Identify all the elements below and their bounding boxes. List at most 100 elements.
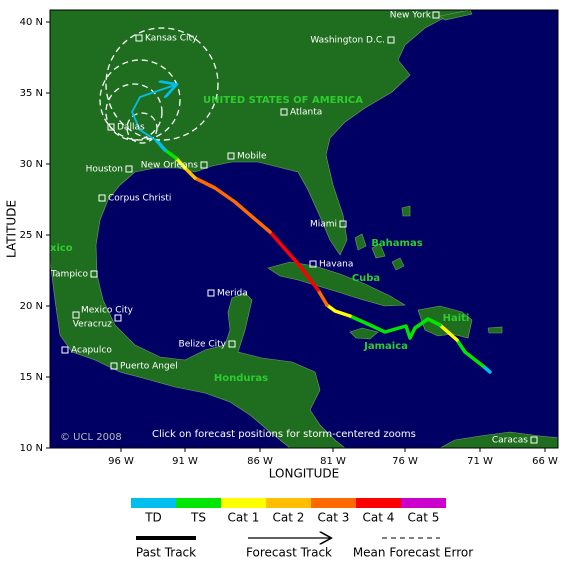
forecast-error-cones (99, 27, 219, 144)
x-tick-label: 86 W (247, 456, 273, 467)
city-marker (110, 362, 118, 370)
city-marker (227, 152, 235, 160)
city-label: Caracas (492, 436, 528, 446)
track-segment (316, 288, 329, 307)
puerto-rico (487, 326, 503, 334)
city-label: Havana (319, 260, 353, 270)
city-marker (280, 108, 288, 116)
copyright: © UCL 2008 (60, 432, 122, 443)
city-marker (309, 260, 317, 268)
city-label: Puerto Angel (120, 362, 178, 372)
city-marker (98, 194, 106, 202)
y-tick-label: 10 N (20, 443, 43, 454)
y-tick-label: 25 N (20, 230, 43, 241)
city-marker (207, 289, 215, 297)
error-circle (99, 59, 181, 141)
city-marker (90, 270, 98, 278)
hispaniola (417, 305, 473, 339)
city-label: Corpus Christi (108, 194, 171, 204)
city-label: Houston (86, 165, 123, 175)
country-label: Haiti (443, 313, 470, 324)
track-segment (325, 303, 352, 318)
city-label: Kansas City (145, 34, 198, 44)
city-label: Dallas (117, 123, 145, 133)
track-segment (155, 139, 167, 152)
track-segment (174, 156, 187, 170)
x-tick-label: 96 W (108, 456, 134, 467)
city-marker (432, 11, 440, 19)
track-segment (163, 148, 178, 160)
instruction: Click on forecast positions for storm-ce… (152, 429, 416, 440)
city-marker (61, 346, 69, 354)
plot-frame (49, 9, 559, 449)
x-tick-label: 76 W (392, 456, 418, 467)
past-track-label: Past Track (136, 546, 196, 560)
city-label: New York (390, 11, 432, 21)
legend-label: Cat 3 (318, 511, 350, 525)
city-label: Miami (310, 220, 337, 230)
country-label: Jamaica (363, 341, 408, 352)
legend-label: Cat 4 (363, 511, 395, 525)
legend-label: TS (190, 511, 206, 525)
legend-label: Cat 1 (228, 511, 260, 525)
city-label: Atlanta (290, 108, 322, 118)
city-marker (228, 340, 236, 348)
legend-label: Cat 2 (273, 511, 305, 525)
city-label: Washington D.C. (310, 36, 385, 46)
error-circle (105, 83, 163, 141)
track-segment (348, 314, 442, 340)
country-label: Honduras (214, 373, 268, 384)
city-marker (339, 220, 347, 228)
land (50, 10, 558, 448)
legend-swatch (311, 498, 356, 508)
y-axis-title: LATITUDE (5, 200, 19, 258)
y-tick-label: 35 N (20, 88, 43, 99)
legend-swatch (266, 498, 311, 508)
legend-label: TD (144, 511, 162, 525)
legend-swatch (131, 498, 176, 508)
city-label: New Orleans (141, 161, 199, 171)
city-label: Merida (217, 289, 248, 299)
north-america (50, 10, 464, 448)
x-tick-label: 81 W (320, 456, 346, 467)
labels: New York Kansas City Washington D.C. Atlant… (50, 11, 538, 446)
y-tick-label: 20 N (20, 301, 43, 312)
track-segment (455, 338, 485, 368)
country-label: xico (50, 243, 73, 254)
city-label: Veracruz (73, 320, 113, 330)
x-tick-label: 91 W (172, 456, 198, 467)
legend-swatch (176, 498, 221, 508)
x-axis-title: LONGITUDE (269, 467, 339, 481)
track-segment (183, 166, 197, 180)
forecast-track-label: Forecast Track (246, 546, 332, 560)
south-america (439, 431, 558, 448)
track-segment (193, 176, 272, 234)
track-segment (268, 230, 320, 292)
mean-error-label: Mean Forecast Error (353, 546, 473, 560)
legend-swatch (356, 498, 401, 508)
city-marker (530, 436, 538, 444)
past-track (155, 139, 492, 374)
city-label: Mexico City (81, 306, 134, 316)
country-label: UNITED STATES OF AMERICA (203, 95, 363, 106)
jamaica (349, 327, 379, 340)
long-island (439, 10, 473, 21)
country-label: Bahamas (371, 238, 422, 249)
error-circle (105, 27, 219, 141)
legend-swatch (401, 498, 446, 508)
city-label: Acapulco (71, 346, 112, 356)
cuba (267, 261, 407, 307)
legend-label: Cat 5 (408, 511, 440, 525)
city-marker (72, 311, 80, 319)
legend-swatch (221, 498, 266, 508)
country-label: Cuba (352, 273, 380, 284)
forecast-track (130, 85, 175, 142)
city-marker (114, 314, 122, 322)
error-circle (126, 112, 158, 144)
bahamas (354, 205, 411, 271)
y-tick-label: 40 N (20, 17, 43, 28)
x-tick-label: 71 W (467, 456, 493, 467)
track-segment (438, 323, 459, 342)
city-label: Mobile (237, 152, 267, 162)
city-marker (135, 34, 143, 42)
